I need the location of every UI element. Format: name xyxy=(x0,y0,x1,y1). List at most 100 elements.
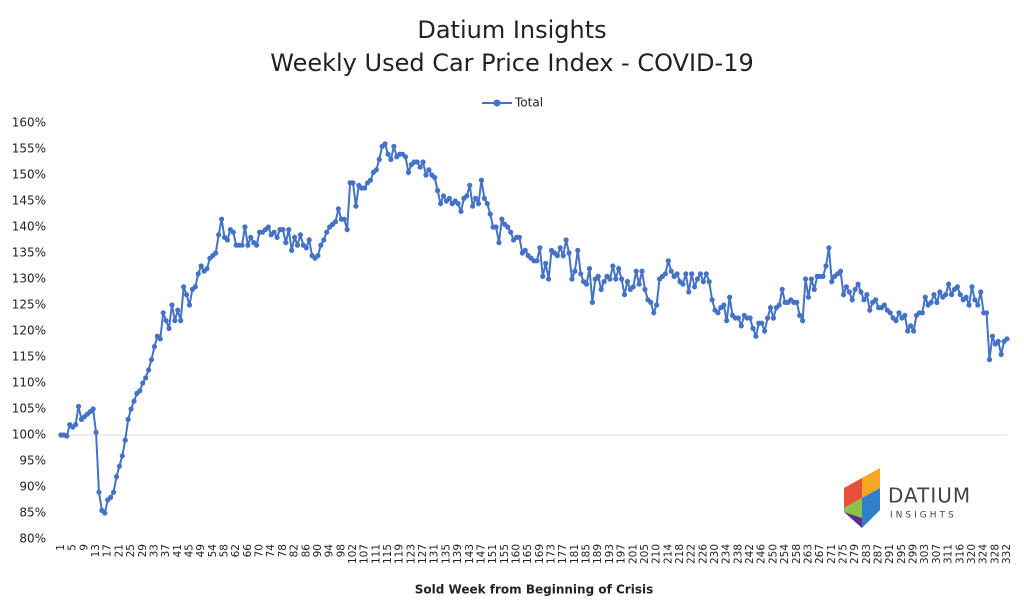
point xyxy=(691,284,698,290)
point xyxy=(983,310,990,316)
point xyxy=(948,292,955,298)
x-tick-label: 111 xyxy=(370,544,382,564)
x-tick-label: 254 xyxy=(779,544,791,564)
point xyxy=(291,234,298,240)
point xyxy=(391,143,397,149)
point xyxy=(887,310,893,316)
point xyxy=(143,375,149,381)
x-tick-label: 246 xyxy=(756,544,768,564)
point xyxy=(575,247,581,253)
point xyxy=(624,279,631,285)
point xyxy=(642,286,648,292)
point xyxy=(478,177,485,183)
point xyxy=(805,294,812,300)
x-tick-label: 165 xyxy=(522,544,534,564)
point xyxy=(440,193,447,199)
point xyxy=(998,351,1004,357)
point xyxy=(560,253,566,259)
x-tick-label: 29 xyxy=(137,544,149,557)
point xyxy=(350,180,356,186)
x-tick-label: 147 xyxy=(475,544,487,564)
point xyxy=(706,279,712,285)
point xyxy=(131,398,137,404)
point xyxy=(861,297,867,303)
point xyxy=(166,325,172,331)
point xyxy=(910,328,917,334)
y-tick-label: 105% xyxy=(12,402,46,416)
x-tick-label: 226 xyxy=(697,544,709,564)
x-axis-title: Sold Week from Beginning of Crisis xyxy=(415,583,653,597)
point xyxy=(475,201,482,207)
point xyxy=(417,164,423,170)
point xyxy=(537,245,543,251)
point xyxy=(689,271,695,277)
point xyxy=(414,159,420,165)
x-tick-label: 62 xyxy=(230,544,242,557)
x-tick-label: 25 xyxy=(125,544,137,557)
point xyxy=(896,310,902,316)
point xyxy=(762,328,768,334)
x-tick-label: 320 xyxy=(966,544,978,564)
point xyxy=(522,247,528,253)
y-tick-label: 155% xyxy=(12,142,46,156)
point xyxy=(764,315,771,321)
x-tick-label: 295 xyxy=(896,544,908,564)
x-tick-label: 283 xyxy=(861,544,873,564)
point xyxy=(779,286,785,292)
point xyxy=(423,172,429,178)
point xyxy=(995,338,1001,344)
point xyxy=(382,141,388,147)
y-tick-label: 150% xyxy=(12,168,46,182)
y-tick-label: 125% xyxy=(12,298,46,312)
point xyxy=(242,224,248,230)
point xyxy=(846,289,852,295)
point xyxy=(767,305,774,311)
point xyxy=(192,284,198,290)
point xyxy=(110,489,117,495)
x-tick-label: 230 xyxy=(709,544,721,564)
point xyxy=(607,276,613,282)
point xyxy=(703,271,709,277)
point xyxy=(163,318,169,324)
point xyxy=(128,406,134,412)
x-tick-label: 98 xyxy=(335,544,347,557)
logo-facet xyxy=(862,488,880,528)
point xyxy=(954,284,960,290)
chart-title: Datium Insights xyxy=(417,16,606,44)
point xyxy=(554,253,560,259)
x-tick-label: 70 xyxy=(254,544,266,557)
point xyxy=(648,299,654,305)
point xyxy=(402,154,409,160)
point xyxy=(467,182,473,188)
logo-facet xyxy=(844,512,862,528)
point xyxy=(493,224,499,230)
point xyxy=(218,216,225,222)
point xyxy=(137,388,143,394)
point xyxy=(630,284,636,290)
point xyxy=(169,302,175,308)
x-tick-label: 41 xyxy=(172,544,184,557)
point xyxy=(175,307,181,313)
point xyxy=(668,268,674,274)
point xyxy=(195,271,201,277)
x-tick-label: 135 xyxy=(440,544,452,564)
point xyxy=(265,224,271,230)
x-tick-label: 21 xyxy=(113,544,125,557)
point xyxy=(735,315,741,321)
point xyxy=(245,242,251,248)
point xyxy=(680,281,686,287)
x-tick-label: 303 xyxy=(919,544,931,564)
x-tick-label: 94 xyxy=(324,544,336,558)
point xyxy=(840,292,847,298)
point xyxy=(335,206,341,212)
point xyxy=(931,292,937,298)
point xyxy=(902,312,908,318)
x-tick-label: 102 xyxy=(347,544,359,564)
point xyxy=(864,292,870,298)
point xyxy=(858,289,864,295)
point xyxy=(151,344,158,350)
point xyxy=(1004,336,1010,342)
point xyxy=(508,229,514,235)
point xyxy=(852,286,858,292)
point xyxy=(183,292,190,298)
